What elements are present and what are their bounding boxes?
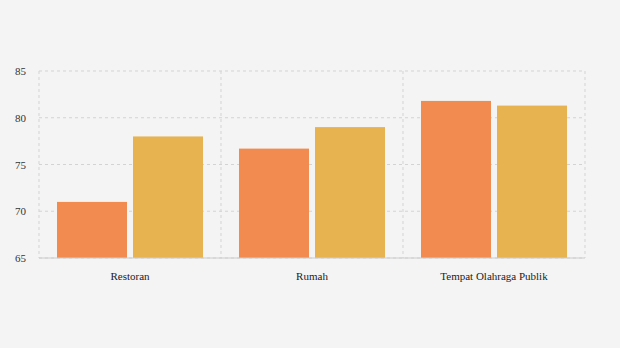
bar — [421, 101, 491, 258]
y-tick-label: 75 — [15, 159, 27, 171]
bar — [239, 149, 309, 258]
bar — [133, 136, 203, 258]
bars — [57, 101, 567, 258]
y-grid-line — [39, 71, 585, 72]
y-tick-label: 70 — [15, 205, 27, 217]
bar — [57, 202, 127, 258]
y-tick-label: 65 — [15, 252, 27, 264]
y-tick-label: 85 — [15, 65, 27, 77]
chart-root: 65 70 75 80 85 Restoran Rumah Tempat Olahraga P… — [0, 0, 620, 348]
category-divider — [403, 71, 404, 258]
x-axis-line — [39, 258, 585, 259]
category-divider — [221, 71, 222, 258]
y-grid-line — [39, 258, 585, 259]
x-tick-label: Restoran — [110, 270, 150, 282]
bar — [497, 106, 567, 258]
chart: 65 70 75 80 85 Restoran Rumah Tempat Olahraga P… — [0, 0, 620, 348]
x-tick-label: Rumah — [296, 270, 328, 282]
bar — [315, 127, 385, 258]
category-divider — [585, 71, 586, 258]
category-divider — [39, 71, 40, 258]
x-tick-label: Tempat Olahraga Publik — [440, 270, 548, 282]
y-tick-label: 80 — [15, 112, 27, 124]
grid — [39, 71, 585, 258]
